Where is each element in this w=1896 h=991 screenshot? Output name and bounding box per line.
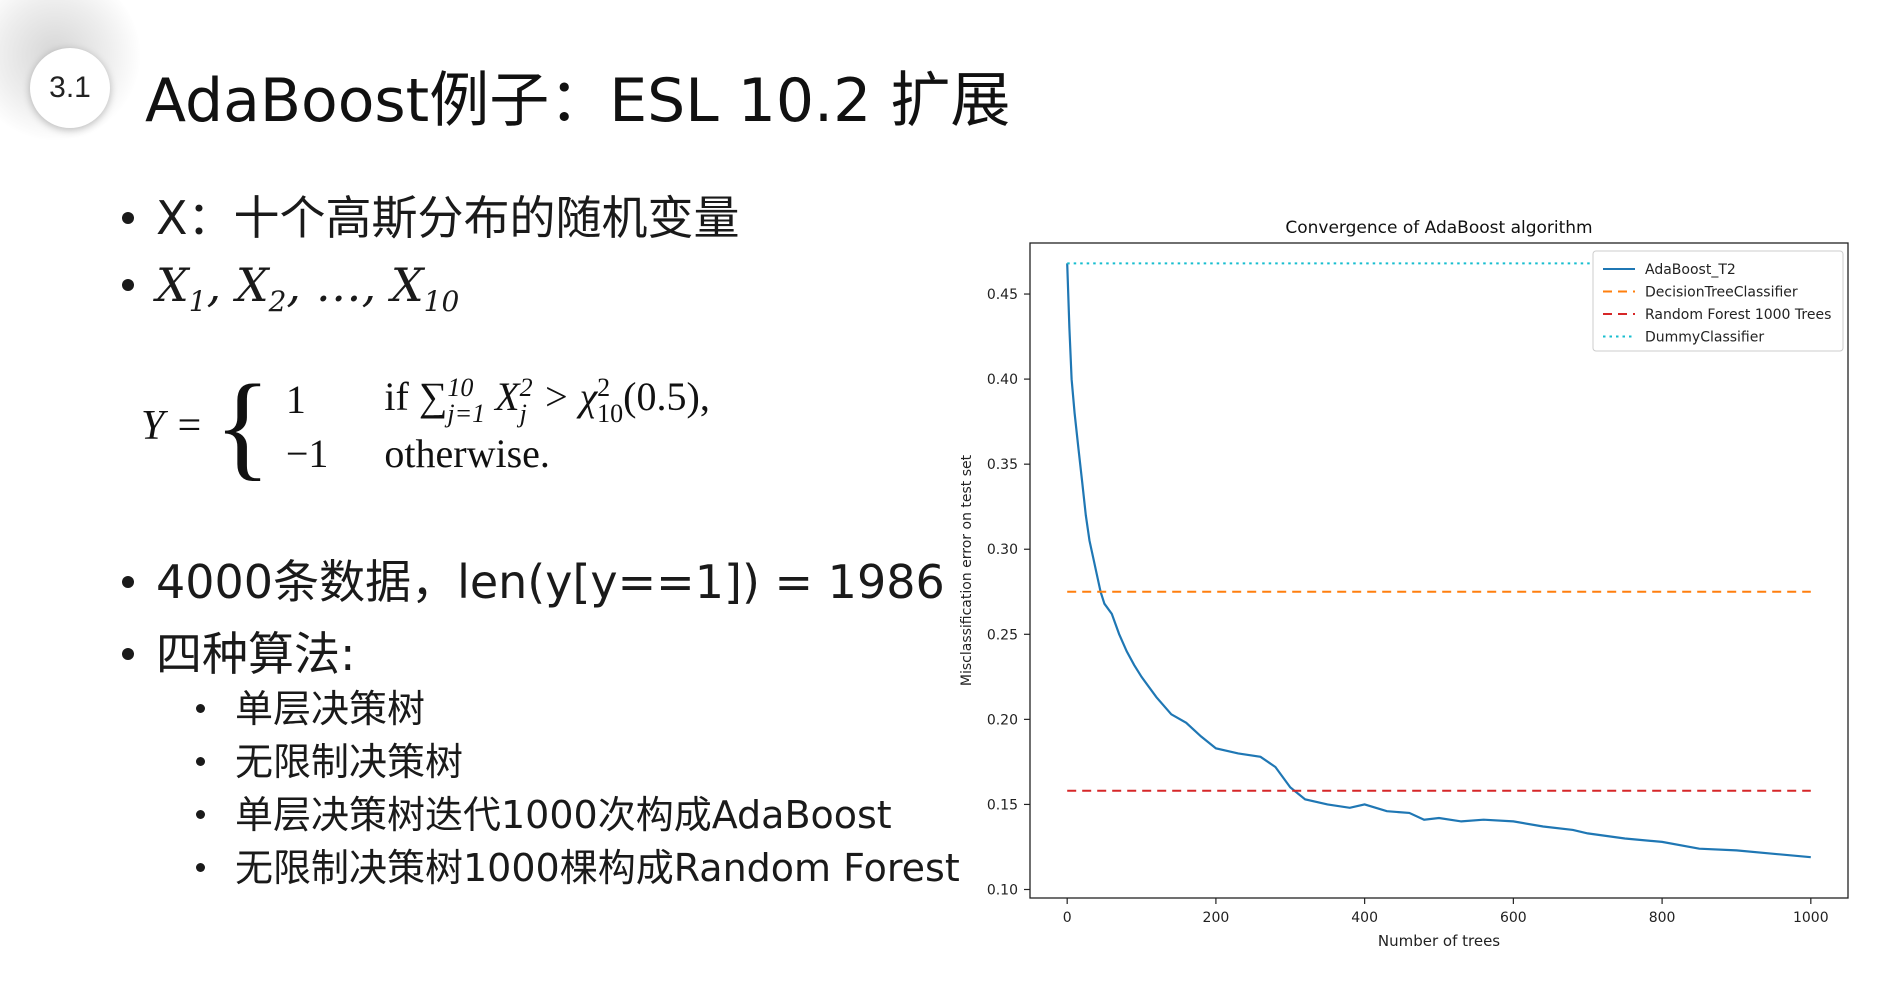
- y-tick-label: 0.25: [987, 627, 1018, 643]
- y-tick-label: 0.20: [987, 712, 1018, 728]
- bullet-text-3: 4000条数据，len(y[y==1]) = 1986: [156, 555, 945, 609]
- x-tick-label: 600: [1500, 910, 1527, 926]
- bullet-text-1: X：十个高斯分布的随机变量: [156, 191, 740, 245]
- slide-number-badge: 3.1: [30, 48, 110, 128]
- sub-bullet-dot: [196, 810, 205, 819]
- sub-bullet-dot: [196, 863, 205, 872]
- bullet-item-2: X1, X2, …, X10: [122, 258, 459, 318]
- legend-label: Random Forest 1000 Trees: [1645, 307, 1831, 323]
- sub-item-text: 单层决策树迭代1000次构成AdaBoost: [235, 793, 892, 837]
- y-tick-label: 0.45: [987, 287, 1018, 303]
- legend-box: [1592, 250, 1844, 352]
- formula-case2-condition: otherwise.: [384, 431, 550, 477]
- bullet-item-3: 4000条数据，len(y[y==1]) = 1986: [122, 546, 945, 612]
- x-tick-label: 1000: [1793, 910, 1829, 926]
- x-axis-label: Number of trees: [1378, 932, 1500, 950]
- y-tick-label: 0.30: [987, 542, 1018, 558]
- sub-item-text: 无限制决策树1000棵构成Random Forest: [235, 846, 960, 890]
- chart-svg: Convergence of AdaBoost algorithm 0 200 400…: [959, 218, 1849, 950]
- formula-brace: {: [214, 359, 271, 491]
- formula-case1-value: 1: [285, 377, 306, 423]
- bullet-item-1: X：十个高斯分布的随机变量: [122, 182, 740, 248]
- sub-item-2: 无限制决策树: [196, 731, 463, 786]
- convergence-chart: Convergence of AdaBoost algorithm 0 200 400…: [945, 210, 1875, 950]
- plot-frame: [1029, 242, 1849, 899]
- legend-label: AdaBoost_T2: [1645, 262, 1736, 278]
- sub-item-text: 单层决策树: [235, 687, 426, 731]
- sub-bullet-dot: [196, 757, 205, 766]
- legend-label: DummyClassifier: [1645, 330, 1764, 346]
- y-tick-label: 0.15: [987, 797, 1018, 813]
- sub-item-1: 单层决策树: [196, 678, 425, 733]
- bullet-item-4: 四种算法:: [122, 618, 356, 684]
- sub-item-text: 无限制决策树: [235, 740, 464, 784]
- x-tick-label: 400: [1351, 910, 1378, 926]
- bullet-dot: [122, 211, 134, 224]
- variables-formula: X1, X2, …, X10: [156, 258, 460, 319]
- bullet-dot: [122, 278, 134, 291]
- slide-number: 3.1: [49, 71, 91, 104]
- y-tick-label: 0.10: [987, 882, 1018, 898]
- sub-item-3: 单层决策树迭代1000次构成AdaBoost: [196, 784, 892, 839]
- y-axis-label: Misclassification error on test set: [959, 454, 975, 686]
- bullet-dot: [122, 647, 134, 660]
- legend-label: DecisionTreeClassifier: [1645, 285, 1798, 301]
- bullet-text-4: 四种算法:: [156, 627, 356, 681]
- series-line-0: [1066, 263, 1811, 859]
- bullet-dot: [122, 575, 134, 588]
- y-tick-label: 0.35: [987, 457, 1018, 473]
- x-tick-label: 200: [1203, 910, 1230, 926]
- sub-item-4: 无限制决策树1000棵构成Random Forest: [196, 837, 960, 892]
- formula-case2-value: −1: [285, 431, 329, 477]
- sub-bullet-dot: [196, 704, 205, 713]
- x-tick-label: 800: [1649, 910, 1676, 926]
- chart-title: Convergence of AdaBoost algorithm: [1285, 218, 1592, 238]
- x-tick-label: 0: [1063, 910, 1072, 926]
- y-tick-label: 0.40: [987, 372, 1018, 388]
- formula-lhs: Y =: [141, 402, 204, 449]
- slide-title: AdaBoost例子：ESL 10.2 扩展: [145, 66, 1011, 136]
